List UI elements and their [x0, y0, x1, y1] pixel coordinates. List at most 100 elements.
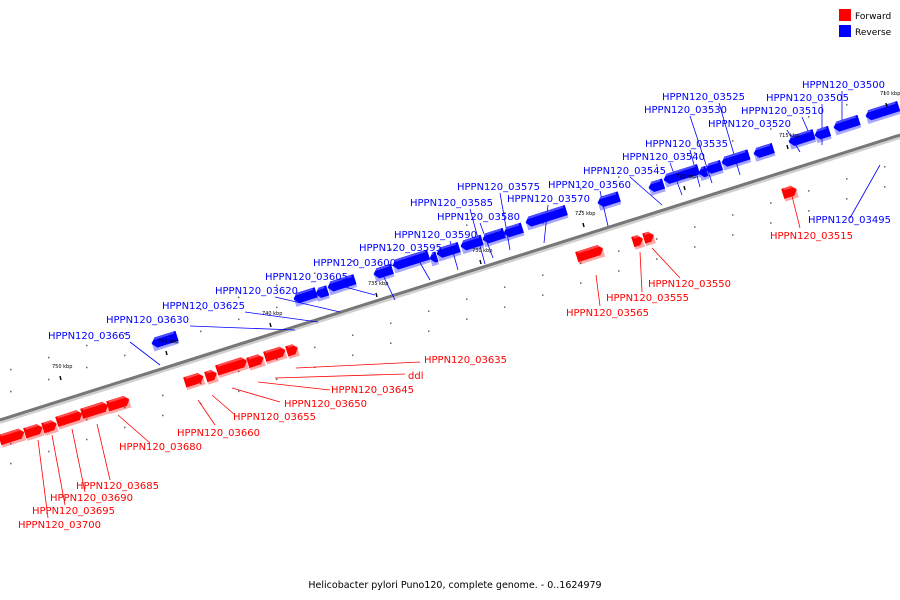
- reverse-gene: [482, 227, 507, 248]
- scale-tick-mark: [269, 322, 272, 328]
- guide-dot: [124, 406, 126, 409]
- gene-label: HPPN120_03540: [622, 152, 705, 163]
- scale-tick-mark: [683, 185, 686, 191]
- legend-reverse-label: Reverse: [855, 28, 892, 38]
- guide-dot: [884, 186, 886, 188]
- scale-tick-mark: [885, 102, 888, 108]
- gene-label: HPPN120_03575: [457, 182, 540, 193]
- gene-labels: HPPN120_03500 HPPN120_03505 HPPN120_03510 H…: [18, 80, 891, 531]
- gene-label: HPPN120_03500: [802, 80, 885, 91]
- guide-dot: [162, 414, 164, 417]
- reverse-gene: [833, 114, 862, 136]
- forward-gene: [41, 419, 59, 436]
- reverse-gene: [648, 178, 666, 196]
- guide-dot: [580, 210, 582, 212]
- guide-dot: [656, 258, 658, 260]
- forward-gene: [246, 353, 266, 371]
- guide-dot: [10, 390, 12, 393]
- forward-gene: [285, 343, 300, 360]
- gene-label: HPPN120_03595: [359, 243, 442, 254]
- scale-tick-mark: [59, 375, 62, 381]
- leader-line: [651, 247, 681, 279]
- guide-dot: [884, 92, 886, 94]
- guide-dot: [390, 248, 392, 250]
- backbone-shadow: [0, 135, 900, 424]
- reverse-gene: [293, 287, 319, 307]
- guide-dot: [238, 296, 240, 299]
- gene-label: HPPN120_03700: [18, 520, 101, 531]
- scale-tick-label: 730 kbp: [472, 248, 492, 254]
- guide-dot: [808, 116, 810, 118]
- legend-forward-label: Forward: [855, 12, 891, 22]
- reverse-gene: [315, 285, 330, 302]
- backbone-layer: [0, 92, 900, 465]
- leader-line: [849, 164, 881, 219]
- guide-dot: [618, 176, 620, 178]
- reverse-gene: [753, 142, 776, 162]
- gene-label: HPPN120_03645: [331, 385, 414, 396]
- reverse-gene: [865, 101, 900, 125]
- reverse-gene: [327, 274, 358, 296]
- leader-line: [197, 399, 216, 426]
- forward-gene: [631, 234, 645, 250]
- guide-dot: [504, 306, 506, 308]
- gene-label: HPPN120_03560: [548, 180, 631, 191]
- leader-line: [689, 115, 713, 184]
- scale-tick-label: 720 kbp: [676, 174, 696, 180]
- guide-dot: [124, 354, 126, 357]
- gene-label: HPPN120_03580: [437, 212, 520, 223]
- leader-line: [96, 423, 111, 481]
- reverse-gene: [698, 165, 710, 182]
- leader-line: [129, 341, 161, 366]
- guide-dot: [466, 298, 468, 300]
- guide-dot: [694, 152, 696, 154]
- scale-tick-label: 725 kbp: [575, 211, 595, 217]
- gene-label: HPPN120_03635: [424, 355, 507, 366]
- guide-dot: [276, 306, 278, 309]
- guide-dot: [238, 318, 240, 321]
- gene-label: HPPN120_03680: [119, 442, 202, 453]
- guide-dot: [10, 462, 12, 465]
- gene-label: HPPN120_03515: [770, 231, 853, 242]
- guide-dot: [276, 378, 278, 381]
- scale-tick-label: 750 kbp: [52, 364, 72, 370]
- guide-dot: [200, 382, 202, 385]
- forward-gene: [106, 395, 132, 414]
- guide-dot: [352, 354, 354, 357]
- reverse-gene: [429, 251, 440, 267]
- guide-dot: [10, 368, 12, 371]
- map-caption: Helicobacter pylori Puno120, complete ge…: [308, 580, 601, 591]
- guide-dot: [846, 104, 848, 106]
- guide-dot: [770, 128, 772, 130]
- scale-tick-mark: [479, 259, 482, 265]
- guide-dot: [618, 270, 620, 272]
- guide-dot: [162, 394, 164, 397]
- gene-label: HPPN120_03545: [583, 166, 666, 177]
- guide-dot: [732, 214, 734, 216]
- forward-gene: [23, 423, 45, 441]
- leader-line: [231, 387, 281, 403]
- leader-line: [51, 434, 66, 506]
- leader-line: [595, 274, 601, 307]
- gene-label: HPPN120_03690: [50, 493, 133, 504]
- guide-dot: [314, 272, 316, 275]
- guide-dot: [694, 246, 696, 248]
- leader-line: [791, 195, 801, 229]
- guide-dot: [238, 370, 240, 373]
- gene-label: HPPN120_03660: [177, 428, 260, 439]
- guide-dot: [428, 330, 430, 332]
- guide-dot: [124, 426, 126, 429]
- reverse-gene: [503, 222, 525, 242]
- scale-tick-label: 710 kbp: [880, 91, 900, 97]
- leader-line: [274, 296, 341, 313]
- guide-dot: [770, 202, 772, 204]
- reverse-gene: [814, 125, 832, 144]
- gene-label: HPPN120_03510: [741, 106, 824, 117]
- leader-line: [629, 176, 663, 206]
- reverse-gene: [705, 159, 724, 178]
- leader-line: [295, 361, 421, 369]
- gene-label: HPPN120_03505: [766, 93, 849, 104]
- leader-line: [257, 381, 331, 391]
- leader-line: [499, 192, 511, 251]
- guide-dot: [542, 222, 544, 224]
